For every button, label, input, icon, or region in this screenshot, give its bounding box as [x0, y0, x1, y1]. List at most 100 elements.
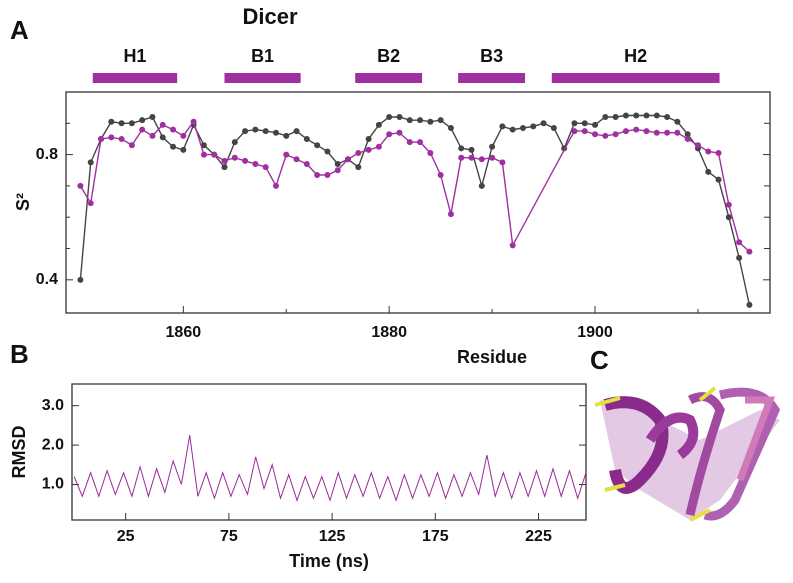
y-tick-label: 1.0: [42, 476, 64, 493]
series-point: [149, 114, 156, 121]
series-point: [736, 254, 743, 261]
series-point: [180, 146, 187, 153]
series-point: [159, 134, 166, 141]
series-point: [643, 128, 650, 135]
series-point: [633, 126, 640, 133]
structure-label: B1: [251, 46, 274, 66]
series-point: [509, 242, 516, 249]
x-tick-label: 225: [525, 528, 552, 545]
series-point: [406, 139, 413, 146]
series-point: [87, 159, 94, 166]
series-point: [592, 131, 599, 138]
series-point: [375, 143, 382, 150]
series-point: [303, 135, 310, 142]
series-point: [396, 114, 403, 121]
structure-bar: [551, 73, 720, 83]
x-tick-label: 175: [422, 528, 449, 545]
series-point: [592, 121, 599, 128]
series-point: [427, 150, 434, 157]
series-point: [190, 118, 197, 125]
series-point: [159, 121, 166, 128]
series-point: [345, 156, 352, 163]
series-point: [118, 120, 125, 127]
panel-label: B: [10, 339, 29, 369]
structure-bar: [355, 73, 423, 83]
series-point: [612, 131, 619, 138]
series-point: [128, 120, 135, 127]
series-point: [293, 156, 300, 163]
series-point: [499, 159, 506, 166]
series-point: [478, 182, 485, 189]
series-point: [725, 214, 732, 221]
series-point: [694, 142, 701, 149]
series-point: [334, 160, 341, 167]
series-point: [489, 143, 496, 150]
structure-label: H2: [624, 46, 647, 66]
series-point: [427, 118, 434, 125]
series-point: [180, 132, 187, 139]
series-point: [437, 171, 444, 178]
y-tick-label: 0.8: [36, 146, 58, 163]
series-point: [87, 200, 94, 207]
series-point: [746, 301, 753, 308]
y-tick-label: 0.4: [36, 271, 58, 288]
x-tick-label: 1900: [577, 324, 613, 341]
series-point: [519, 124, 526, 131]
series-point: [664, 129, 671, 136]
plot-frame: [71, 383, 587, 521]
series-point: [334, 167, 341, 174]
structure-bar: [92, 73, 178, 83]
series-point: [170, 126, 177, 133]
series-point: [77, 182, 84, 189]
series-point: [437, 117, 444, 124]
series-point: [386, 131, 393, 138]
series-point: [293, 128, 300, 135]
series-point: [489, 154, 496, 161]
series-point: [705, 168, 712, 175]
series-point: [581, 120, 588, 127]
series-point: [468, 146, 475, 153]
series-point: [612, 114, 619, 121]
series-point: [499, 123, 506, 130]
series-point: [540, 120, 547, 127]
series-point: [705, 148, 712, 155]
series-point: [571, 120, 578, 127]
series-point: [509, 126, 516, 133]
series-point: [272, 129, 279, 136]
series-point: [221, 157, 228, 164]
series-line: [79, 120, 750, 253]
series-point: [231, 139, 238, 146]
series-point: [736, 239, 743, 246]
x-axis-label: Time (ns): [289, 551, 369, 571]
series-point: [447, 124, 454, 131]
x-tick-label: 1880: [371, 324, 407, 341]
series-point: [97, 135, 104, 142]
series-point: [746, 248, 753, 255]
chart-title: Dicer: [242, 4, 297, 29]
series-point: [211, 151, 218, 158]
series-point: [314, 142, 321, 149]
structure-image: [594, 386, 781, 522]
series-point: [139, 126, 146, 133]
structure-label: H1: [123, 46, 146, 66]
series-point: [684, 135, 691, 142]
structure-label: B3: [480, 46, 503, 66]
series-point: [365, 135, 372, 142]
y-axis-label: RMSD: [9, 426, 29, 479]
series-point: [252, 126, 259, 133]
series-point: [283, 151, 290, 158]
series-line: [79, 114, 751, 306]
series-point: [571, 128, 578, 135]
series-point: [200, 142, 207, 149]
series-point: [468, 154, 475, 161]
series-point: [149, 132, 156, 139]
series-point: [355, 164, 362, 171]
x-tick-label: 125: [319, 528, 346, 545]
series-point: [375, 121, 382, 128]
series-point: [77, 276, 84, 283]
series-point: [417, 139, 424, 146]
series-point: [653, 129, 660, 136]
series-point: [314, 171, 321, 178]
x-tick-label: 25: [117, 528, 135, 545]
series-point: [447, 211, 454, 218]
